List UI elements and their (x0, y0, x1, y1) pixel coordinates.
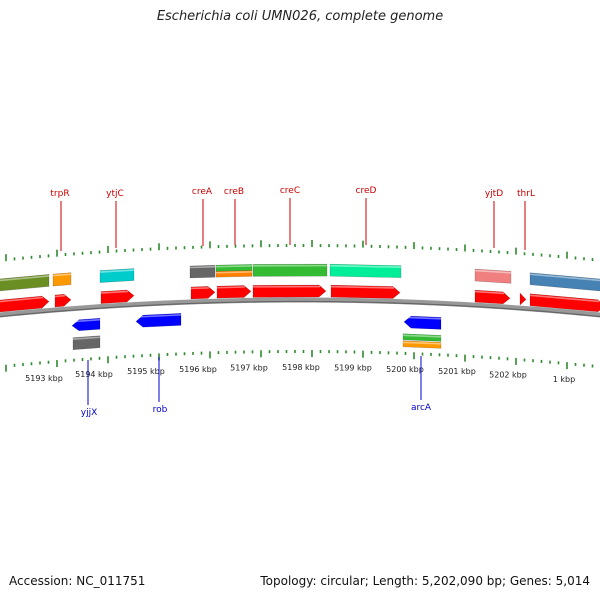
kbp-label: 5200 kbp (386, 365, 424, 374)
forward-cds (0, 295, 50, 313)
gene-label-ytjC: ytjC (106, 189, 124, 199)
feature-block-shine (402, 341, 442, 345)
kbp-label: 5197 kbp (230, 363, 268, 372)
feature-block (474, 268, 512, 284)
forward-cds-shine (474, 290, 505, 295)
forward-cds (216, 285, 252, 299)
forward-cds (330, 284, 401, 299)
feature-block (52, 272, 72, 287)
gene-label-trpR: trpR (50, 189, 69, 199)
feature-block (215, 270, 253, 278)
accession-label: Accession: NC_011751 (9, 574, 146, 588)
feature-block-shine (99, 269, 135, 273)
kbp-label: 5201 kbp (438, 367, 476, 376)
feature-block-shine (329, 264, 402, 268)
feature-block (252, 263, 328, 277)
forward-cds-shine (330, 285, 395, 289)
reverse-cds (135, 313, 182, 328)
forward-cds-shine (190, 287, 210, 290)
forward-cds-shine (529, 294, 600, 303)
feature-block (329, 263, 402, 278)
reverse-cds-shine (71, 318, 101, 323)
gene-label-creC: creC (280, 186, 300, 196)
forward-cds (529, 293, 600, 313)
feature-block-shine (189, 265, 216, 269)
forward-cds-shine (0, 296, 44, 303)
forward-cds (190, 286, 216, 300)
gene-label-arcA: arcA (411, 403, 432, 413)
feature-block (402, 333, 442, 342)
kbp-label: 1 kbp (553, 375, 575, 384)
kbp-label: 5199 kbp (334, 363, 372, 372)
feature-block-shine (215, 271, 253, 274)
forward-cds-shine (100, 290, 129, 294)
gene-label-yjjX: yjjX (81, 408, 98, 418)
gene-label-rob: rob (153, 405, 168, 415)
forward-cds (100, 289, 135, 304)
feature-block-shine (0, 275, 50, 282)
feature-block (529, 272, 600, 292)
backbone-shadow (0, 300, 600, 318)
reverse-cds-shine (135, 314, 182, 318)
feature-block (402, 340, 442, 349)
feature-block-shine (72, 336, 101, 340)
forward-cds (519, 292, 527, 306)
kbp-label: 5202 kbp (489, 370, 527, 379)
gene-label-creB: creB (224, 187, 244, 197)
backbone (0, 297, 600, 318)
feature-block (215, 264, 253, 272)
feature-block-shine (474, 269, 512, 274)
map-title: Escherichia coli UMN026, complete genome (156, 9, 444, 24)
feature-block (99, 268, 135, 283)
reverse-cds (403, 315, 442, 330)
reverse-cds (71, 317, 101, 332)
kbp-label: 5194 kbp (75, 370, 113, 379)
genome-summary: Topology: circular; Length: 5,202,090 bp… (260, 574, 590, 588)
forward-cds-shine (216, 286, 246, 289)
feature-block-shine (215, 265, 253, 268)
forward-cds (474, 289, 511, 305)
gene-label-creD: creD (356, 186, 377, 196)
kbp-label: 5193 kbp (25, 374, 63, 383)
gene-label-yjtD: yjtD (485, 189, 503, 199)
feature-block (0, 274, 50, 292)
forward-cds (54, 293, 72, 308)
feature-block (72, 335, 101, 351)
forward-cds (252, 284, 327, 298)
gene-label-creA: creA (192, 187, 213, 197)
feature-block-shine (529, 273, 600, 282)
reverse-cds-shine (403, 316, 442, 320)
feature-block-shine (52, 273, 72, 277)
kbp-label: 5196 kbp (179, 365, 217, 374)
gene-label-thrL: thrL (517, 189, 535, 199)
kbp-label: 5198 kbp (282, 363, 320, 372)
feature-block (189, 264, 216, 279)
kbp-label: 5195 kbp (127, 367, 165, 376)
forward-cds-shine (54, 294, 66, 298)
feature-block-shine (402, 334, 442, 338)
